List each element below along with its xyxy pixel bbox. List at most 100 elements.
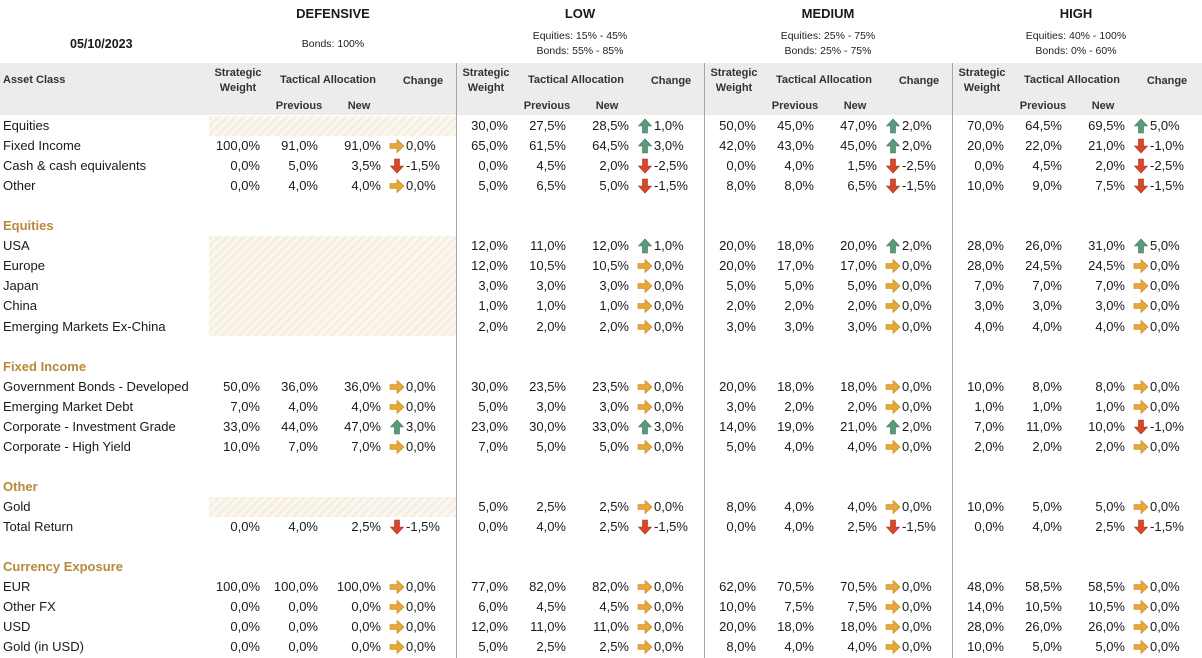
section-title: Other <box>3 478 38 494</box>
arrow-down-icon <box>389 519 406 535</box>
spacer-row <box>0 337 1202 357</box>
arrow-down-icon <box>389 158 406 174</box>
change-cell-medium: 0,0% <box>885 319 932 335</box>
strategic-weight-cell-low: 23,0% <box>471 418 508 434</box>
change-value: 0,0% <box>406 178 436 194</box>
arrow-right-icon <box>637 579 654 595</box>
asset-class-label: Corporate - High Yield <box>3 438 131 454</box>
change-cell-low: 0,0% <box>637 278 684 294</box>
header-change-medium: Change <box>898 75 940 87</box>
new-cell-high: 5,0% <box>1095 639 1125 655</box>
arrow-right-icon <box>637 399 654 415</box>
new-cell-low: 3,0% <box>599 398 629 414</box>
header-strategic-weight-line2-high: Weight <box>963 82 1001 94</box>
strategic-weight-cell-high: 7,0% <box>974 278 1004 294</box>
previous-cell-medium: 43,0% <box>777 138 814 154</box>
arrow-right-icon <box>1133 278 1150 294</box>
change-cell-medium: 0,0% <box>885 278 932 294</box>
strategic-weight-cell-medium: 20,0% <box>719 619 756 635</box>
asset-class-label: Total Return <box>3 519 74 534</box>
new-cell-low: 11,0% <box>593 619 629 635</box>
previous-cell-high: 26,0% <box>1025 619 1062 635</box>
change-value: 0,0% <box>406 438 436 454</box>
new-cell-high: 4,0% <box>1095 318 1125 334</box>
previous-cell-high: 22,0% <box>1025 138 1062 154</box>
change-cell-low: 1,0% <box>637 238 684 254</box>
change-value: 3,0% <box>654 418 684 434</box>
new-cell-medium: 7,5% <box>847 599 877 615</box>
arrow-up-icon <box>885 118 902 134</box>
arrow-right-icon <box>1133 298 1150 314</box>
new-cell-defensive: 0,0% <box>351 599 381 615</box>
new-cell-high: 24,5% <box>1088 258 1125 274</box>
header-asset-class: Asset Class <box>3 74 66 86</box>
strategic-weight-cell-defensive: 100,0% <box>215 138 260 154</box>
change-value: 0,0% <box>902 398 932 414</box>
arrow-right-icon <box>1133 379 1150 395</box>
new-cell-high: 5,0% <box>1095 498 1125 514</box>
strategic-weight-cell-medium: 62,0% <box>719 579 756 595</box>
arrow-right-icon <box>637 619 654 635</box>
previous-cell-medium: 2,0% <box>784 298 814 314</box>
change-cell-low: 0,0% <box>637 579 684 595</box>
new-cell-defensive: 47,0% <box>344 418 381 434</box>
change-cell-high: 0,0% <box>1133 439 1180 455</box>
previous-cell-medium: 7,5% <box>784 599 814 615</box>
change-cell-high: 0,0% <box>1133 599 1180 615</box>
header-previous-medium: Previous <box>771 100 819 112</box>
new-cell-high: 10,0% <box>1088 418 1125 434</box>
arrow-right-icon <box>885 619 902 635</box>
new-cell-medium: 47,0% <box>840 118 877 133</box>
arrow-up-icon <box>1133 118 1150 134</box>
new-cell-medium: 21,0% <box>840 418 877 434</box>
new-cell-high: 2,0% <box>1095 158 1125 174</box>
new-cell-medium: 45,0% <box>840 138 877 154</box>
previous-cell-medium: 19,0% <box>777 418 814 434</box>
header-strategic-weight-low: Strategic <box>462 67 510 79</box>
new-cell-medium: 5,0% <box>847 278 877 294</box>
strategic-weight-cell-low: 12,0% <box>471 619 508 635</box>
arrow-right-icon <box>1133 639 1150 655</box>
strategic-weight-cell-low: 1,0% <box>478 298 508 314</box>
asset-class-label: Fixed Income <box>3 138 82 154</box>
change-value: 0,0% <box>654 498 684 514</box>
header-new-low: New <box>595 100 619 112</box>
strategic-weight-cell-high: 1,0% <box>974 398 1004 414</box>
change-cell-low: 0,0% <box>637 379 684 395</box>
change-cell-medium: 0,0% <box>885 599 932 615</box>
change-value: 0,0% <box>1150 258 1180 274</box>
change-cell-defensive: 0,0% <box>389 639 436 655</box>
change-cell-high: 0,0% <box>1133 319 1180 335</box>
change-value: 0,0% <box>406 619 436 635</box>
arrow-right-icon <box>885 319 902 335</box>
arrow-up-icon <box>885 238 902 254</box>
change-cell-medium: 0,0% <box>885 379 932 395</box>
strategic-weight-cell-medium: 5,0% <box>726 438 756 454</box>
change-value: -1,5% <box>406 519 440 534</box>
change-cell-medium: -1,5% <box>885 178 936 194</box>
change-value: 0,0% <box>902 318 932 334</box>
new-cell-medium: 70,5% <box>840 579 877 595</box>
change-value: -2,5% <box>1150 158 1184 174</box>
profile-title-low: LOW <box>564 6 596 21</box>
change-cell-high: -2,5% <box>1133 158 1184 174</box>
change-value: 0,0% <box>406 138 436 154</box>
new-cell-defensive: 3,5% <box>351 158 381 174</box>
previous-cell-defensive: 91,0% <box>281 138 318 154</box>
change-cell-high: 0,0% <box>1133 298 1180 314</box>
change-cell-high: -1,5% <box>1133 178 1184 194</box>
previous-cell-low: 4,5% <box>536 158 566 174</box>
arrow-right-icon <box>637 439 654 455</box>
change-value: 1,0% <box>654 238 684 254</box>
arrow-right-icon <box>389 379 406 395</box>
change-value: 0,0% <box>654 619 684 635</box>
strategic-weight-cell-high: 14,0% <box>967 599 1004 615</box>
arrow-right-icon <box>885 278 902 294</box>
strategic-weight-cell-low: 65,0% <box>471 138 508 154</box>
previous-cell-defensive: 4,0% <box>288 398 318 414</box>
new-cell-medium: 18,0% <box>840 619 877 635</box>
arrow-right-icon <box>637 499 654 515</box>
strategic-weight-cell-medium: 20,0% <box>719 238 756 254</box>
strategic-weight-cell-high: 28,0% <box>967 258 1004 274</box>
previous-cell-high: 64,5% <box>1025 118 1062 133</box>
